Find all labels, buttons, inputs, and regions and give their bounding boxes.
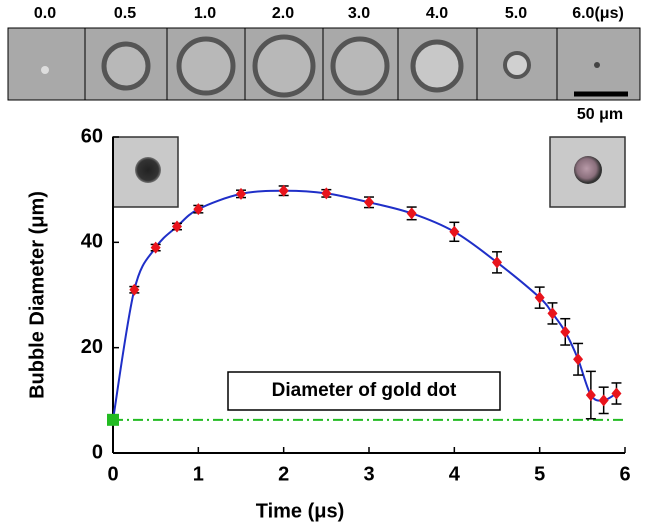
data-point [449,226,459,238]
x-tick-label: 6 [619,463,630,485]
frame-time-label: 6.0(μs) [572,5,624,22]
bubble-image [594,62,600,68]
annotation: Diameter of gold dot [272,380,457,401]
bubble-image [179,39,233,93]
bubble-image [41,66,49,74]
bubble-image [333,39,387,93]
figure: 50 μm Time (μs) Bubble Diameter (μm) 0.0… [0,0,656,530]
bubble-image [104,44,148,88]
gold-dot-image [135,157,161,183]
bubble-image [255,37,313,95]
x-tick-label: 2 [278,463,289,485]
frame-time-label: 4.0 [426,5,448,22]
bubble-image [505,53,529,77]
gold-dot-image [574,156,602,184]
data-point [599,394,609,406]
y-tick-label: 20 [81,336,103,358]
frame-time-label: 3.0 [348,5,370,22]
y-tick-label: 0 [92,441,103,463]
x-tick-label: 0 [107,463,118,485]
start-point [107,414,119,426]
x-tick-label: 4 [449,463,461,485]
x-tick-label: 5 [534,463,545,485]
data-point [129,284,139,296]
page: {"image_strip": {"labels": ["0.0", "0.5"… [0,0,656,530]
data-point [573,353,583,365]
data-point [364,196,374,208]
frame-time-label: 1.0 [194,5,216,22]
frame-time-label: 5.0 [505,5,527,22]
y-tick-label: 60 [81,125,103,147]
x-tick-label: 1 [193,463,204,485]
x-axis-title: Time (μs) [256,500,345,522]
image-strip: 50 μm [8,28,640,123]
data-point [492,256,502,268]
frame-time-label: 0.5 [114,5,136,22]
y-axis-title: Bubble Diameter (μm) [26,191,48,399]
data-point [407,207,417,219]
scale-label: 50 μm [577,106,623,123]
frame-time-label: 2.0 [272,5,294,22]
data-point [611,387,621,399]
x-tick-label: 3 [363,463,374,485]
bubble-image [413,42,461,90]
y-tick-label: 40 [81,231,103,253]
frame-time-label: 0.0 [34,5,56,22]
